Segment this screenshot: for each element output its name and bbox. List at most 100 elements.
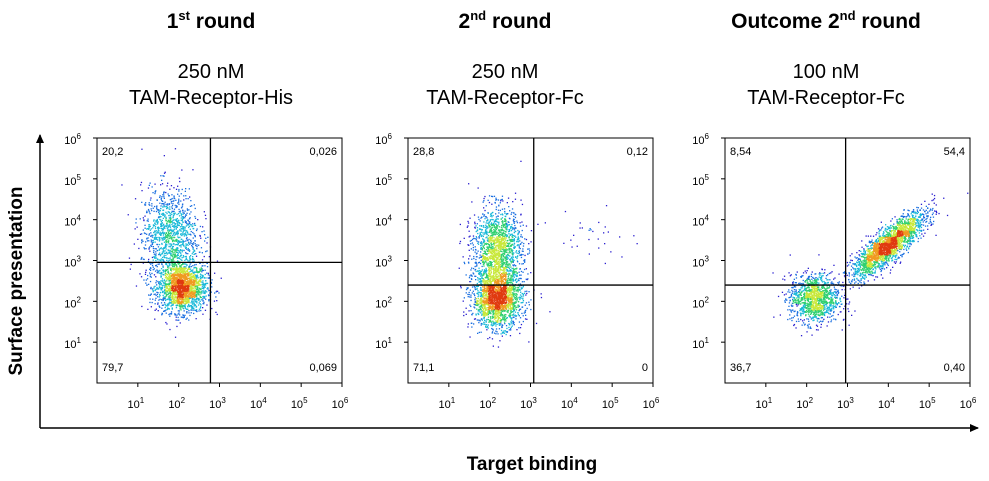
event-point [491,327,493,330]
event-point [493,322,496,324]
event-point [168,217,170,219]
event-point [160,227,163,229]
event-point [197,275,199,277]
event-point [157,271,159,273]
event-point [167,232,170,234]
event-point [485,304,487,306]
event-point [152,290,154,292]
event-point [508,287,510,289]
event-point [191,307,193,309]
event-point [503,316,506,318]
event-point [146,220,148,222]
event-point [465,292,467,294]
event-point [195,310,198,312]
event-point [503,296,505,299]
event-point [134,198,137,200]
event-point [198,277,200,279]
event-point [170,258,172,261]
event-point [507,299,509,301]
event-point [173,276,175,278]
event-point [482,311,484,313]
event-point [468,310,470,312]
event-point [491,305,494,307]
event-point [527,278,529,280]
event-point [196,302,198,304]
event-point [173,278,175,280]
event-point [171,212,173,214]
event-point [176,268,178,270]
event-point [170,292,172,295]
event-point [200,309,202,312]
event-point [510,266,512,268]
event-point [149,246,151,248]
x-tick-label: 101 [127,396,144,411]
event-point [508,322,510,325]
event-point [511,325,513,327]
event-point [198,299,200,301]
event-point [519,308,522,310]
event-point [148,202,150,204]
event-point [164,233,167,236]
event-point [181,224,183,226]
event-point [175,284,177,286]
event-point [519,296,522,298]
event-point [190,297,192,299]
event-point [495,288,498,291]
event-point [174,268,176,271]
event-point [166,185,168,187]
event-point [182,240,184,243]
event-point [171,281,174,283]
event-point [485,298,487,300]
event-point [175,265,178,267]
event-point [502,274,504,277]
event-point [164,286,166,288]
event-point [175,288,177,291]
event-point [474,300,476,302]
event-point [509,302,511,304]
event-point [177,248,179,250]
event-point [484,315,486,317]
event-point [504,318,507,320]
event-point [188,310,190,312]
event-point [155,259,157,262]
event-point [510,278,512,281]
event-point [181,203,184,206]
event-point [465,288,468,291]
event-point [482,290,484,292]
event-point [163,302,166,304]
event-point [181,215,183,218]
event-point [137,238,139,240]
event-point [183,315,185,318]
event-point [146,210,148,212]
panel-reagent: TAM-Receptor-His [129,87,293,109]
event-point [492,329,494,331]
event-point [188,226,190,229]
event-point [170,248,172,250]
event-point [180,285,182,287]
event-point [481,318,483,320]
event-point [152,224,155,226]
event-point [484,323,486,325]
event-point [170,238,173,240]
event-point [514,288,516,290]
event-point [480,312,482,314]
event-point [154,227,157,230]
event-point [493,322,495,324]
event-point [173,222,175,224]
event-point [206,242,208,244]
event-point [156,219,158,222]
event-point [199,234,201,237]
event-point [200,293,202,295]
event-point [165,293,167,295]
event-point [164,292,166,294]
event-point [192,276,194,278]
event-point [187,298,189,300]
event-point [157,258,159,260]
y-tick-label: 105 [64,173,81,188]
event-point [167,182,169,184]
event-point [175,233,177,235]
event-point [172,286,175,288]
event-point [174,219,177,221]
event-point [164,306,166,309]
event-point [175,228,177,230]
